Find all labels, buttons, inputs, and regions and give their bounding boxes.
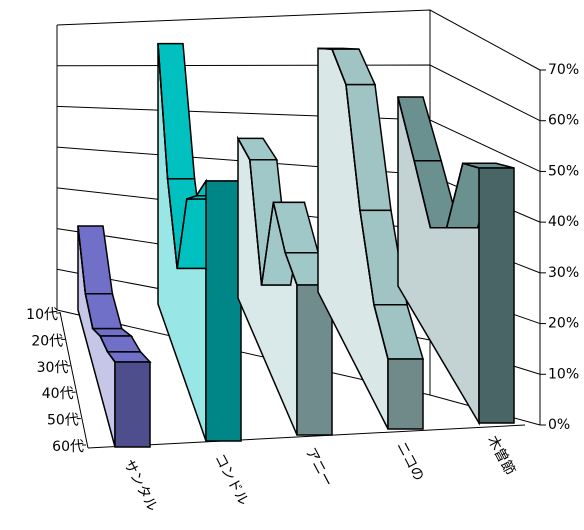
- depth-label: 40代: [42, 386, 74, 402]
- depth-label: 50代: [47, 413, 79, 429]
- depth-label: 30代: [37, 360, 69, 376]
- y-tick-label: 70%: [548, 62, 579, 78]
- ribbon-line: [397, 96, 480, 229]
- depth-label: 20代: [31, 333, 63, 349]
- y-tick-label: 30%: [548, 265, 579, 281]
- y-tick-label: 0%: [548, 417, 570, 433]
- ribbon-line: [317, 47, 389, 360]
- y-tick-label: 40%: [548, 214, 579, 230]
- series-label: コンドル: [211, 451, 251, 508]
- series-label: アニー: [302, 445, 336, 489]
- ribbon-front: [114, 361, 151, 448]
- y-tick-label: 60%: [548, 113, 579, 129]
- ribbon-line: [157, 43, 207, 269]
- series-label: サンタル: [120, 457, 160, 514]
- y-tick-label: 50%: [548, 163, 579, 179]
- ribbon-front: [478, 167, 515, 424]
- series-label: ニコの: [393, 439, 427, 484]
- grid-line: [56, 64, 541, 122]
- axis-line: [87, 424, 526, 449]
- ribbon-line: [77, 225, 116, 363]
- ribbon-front: [296, 284, 333, 436]
- y-tick-label: 10%: [548, 366, 579, 382]
- axis-line: [59, 311, 89, 449]
- y-tick-label: 20%: [548, 316, 579, 332]
- depth-label: 10代: [26, 307, 58, 323]
- grid-line: [56, 9, 541, 71]
- grid-line: [56, 105, 541, 172]
- ribbon-front: [205, 180, 242, 442]
- ribbon-line: [237, 138, 298, 286]
- depth-label: 60代: [52, 439, 84, 455]
- ribbon-front: [387, 358, 424, 430]
- series-label: 木曽節: [484, 433, 519, 478]
